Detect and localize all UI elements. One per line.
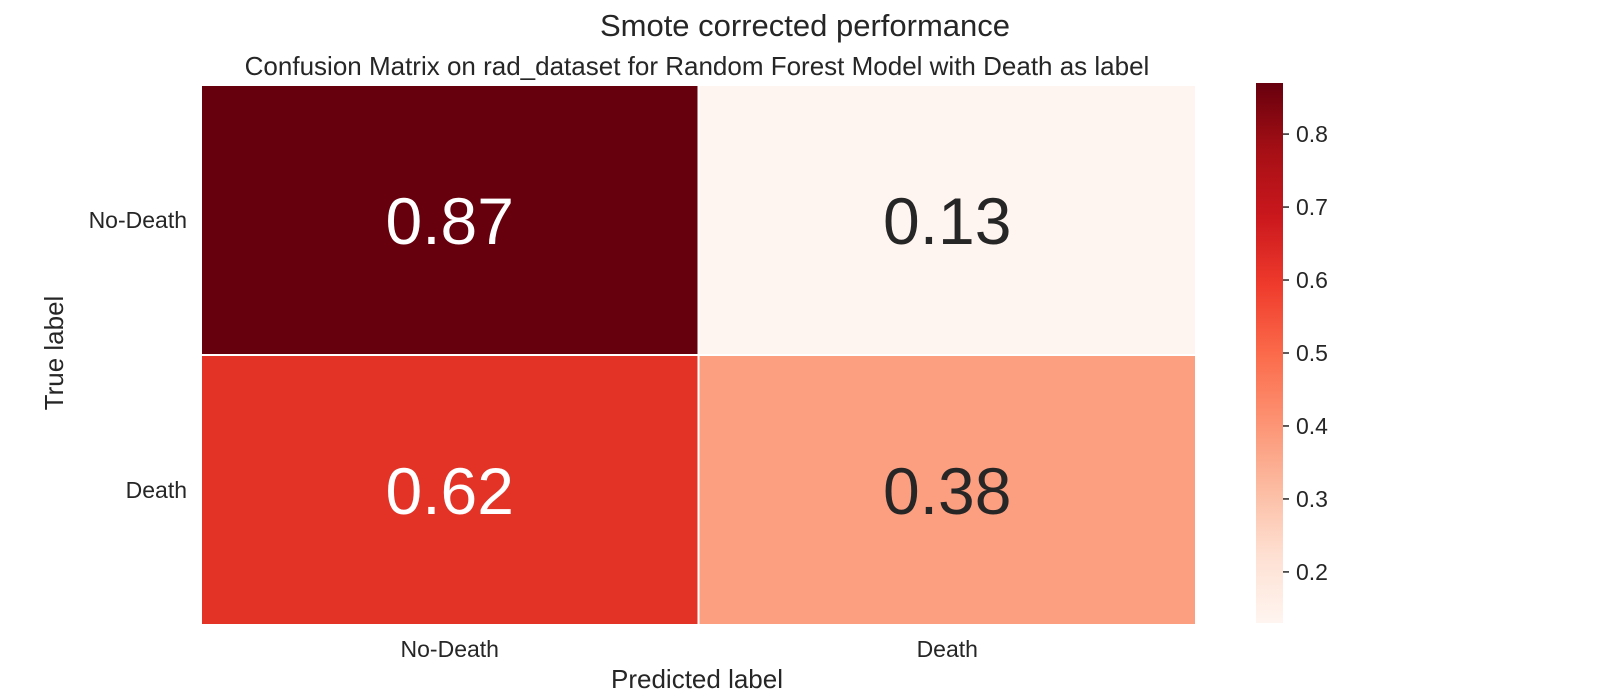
colorbar-tick-label: 0.8	[1296, 121, 1328, 147]
cell-value-label: 0.13	[883, 184, 1011, 258]
colorbar-ticks: 0.8 0.7 0.6 0.5 0.4 0.3 0.2	[1283, 121, 1328, 585]
cell-value-label: 0.38	[883, 454, 1011, 528]
y-tick-label: No-Death	[89, 207, 187, 233]
heatmap-cell	[697, 84, 1197, 356]
colorbar-tick-label: 0.4	[1296, 413, 1328, 439]
y-tick-labels: No-Death Death	[89, 207, 187, 503]
cell-value-label: 0.87	[386, 184, 514, 258]
x-tick-label: Death	[917, 636, 978, 662]
y-tick-label: Death	[126, 477, 187, 503]
heatmap-cell	[200, 354, 700, 626]
heatmap-cell	[200, 84, 700, 356]
y-axis-label: True label	[39, 296, 69, 411]
colorbar-tick-label: 0.2	[1296, 559, 1328, 585]
heatmap-cell	[697, 354, 1197, 626]
heatmap-cells: 0.87 0.13 0.62 0.38	[200, 84, 1197, 626]
cell-value-label: 0.62	[386, 454, 514, 528]
x-axis-label: Predicted label	[611, 664, 783, 694]
colorbar-tick-label: 0.5	[1296, 340, 1328, 366]
colorbar: 0.8 0.7 0.6 0.5 0.4 0.3 0.2	[1256, 83, 1328, 623]
colorbar-tick-label: 0.7	[1296, 194, 1328, 220]
colorbar-gradient	[1256, 83, 1283, 623]
chart-title: Confusion Matrix on rad_dataset for Rand…	[245, 51, 1150, 81]
colorbar-tick-label: 0.6	[1296, 267, 1328, 293]
x-tick-labels: No-Death Death	[401, 636, 978, 662]
colorbar-tick-label: 0.3	[1296, 486, 1328, 512]
x-tick-label: No-Death	[401, 636, 499, 662]
chart-suptitle: Smote corrected performance	[600, 8, 1010, 43]
